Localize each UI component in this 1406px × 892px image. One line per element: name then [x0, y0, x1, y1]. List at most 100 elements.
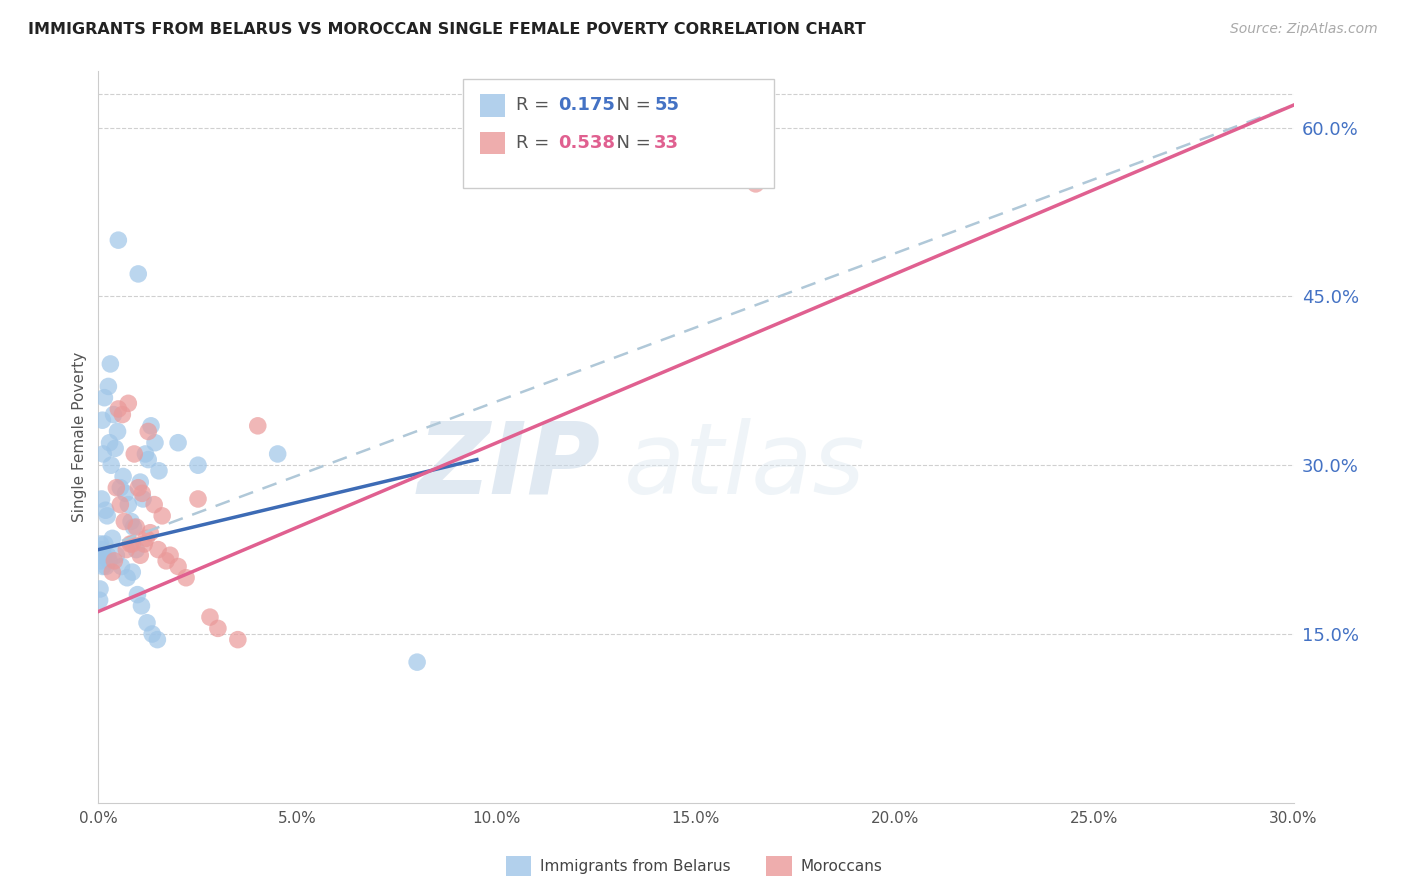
Point [198, 610, 221, 624]
Point [120, 515, 142, 529]
Point [114, 486, 136, 500]
Point [167, 559, 190, 574]
Point [105, 548, 128, 562]
Text: N =: N = [605, 134, 657, 152]
Point [112, 515, 135, 529]
Point [129, 548, 152, 562]
Point [91, 413, 114, 427]
Point [134, 537, 156, 551]
Point [96, 508, 118, 523]
Text: ZIP: ZIP [418, 417, 600, 515]
Point [115, 542, 138, 557]
Point [129, 475, 152, 489]
Text: 0.175: 0.175 [558, 96, 616, 114]
Point [267, 447, 290, 461]
Point [117, 498, 139, 512]
Point [155, 554, 177, 568]
Point [187, 458, 209, 473]
Point [139, 418, 162, 433]
Point [136, 615, 159, 630]
Point [131, 486, 153, 500]
Point [131, 599, 153, 613]
Point [135, 532, 157, 546]
Text: N =: N = [605, 96, 657, 114]
Point [111, 408, 134, 422]
Point [89, 537, 111, 551]
Point [107, 233, 129, 247]
Point [90, 491, 112, 506]
Text: 55: 55 [654, 96, 679, 114]
Point [246, 418, 269, 433]
Point [120, 537, 142, 551]
Point [94, 503, 117, 517]
Point [207, 621, 229, 635]
Point [121, 565, 143, 579]
Point [136, 452, 159, 467]
Text: Moroccans: Moroccans [800, 859, 882, 873]
Point [167, 435, 190, 450]
Point [91, 447, 114, 461]
Point [90, 548, 112, 562]
Point [226, 632, 249, 647]
Point [101, 532, 124, 546]
Y-axis label: Single Female Poverty: Single Female Poverty [72, 352, 87, 522]
Point [134, 447, 156, 461]
Point [150, 508, 173, 523]
Point [110, 498, 132, 512]
Point [104, 442, 127, 456]
Text: Immigrants from Belarus: Immigrants from Belarus [540, 859, 731, 873]
Point [89, 593, 111, 607]
Point [143, 498, 166, 512]
Point [110, 559, 132, 574]
Point [745, 177, 768, 191]
Text: IMMIGRANTS FROM BELARUS VS MOROCCAN SINGLE FEMALE POVERTY CORRELATION CHART: IMMIGRANTS FROM BELARUS VS MOROCCAN SING… [28, 22, 866, 37]
Point [107, 401, 129, 416]
Point [143, 435, 166, 450]
Point [139, 525, 162, 540]
Point [117, 396, 139, 410]
Text: R =: R = [516, 96, 555, 114]
Point [103, 554, 125, 568]
Point [93, 391, 115, 405]
Point [136, 425, 159, 439]
Point [146, 632, 169, 647]
Point [90, 554, 112, 568]
Point [107, 425, 129, 439]
Point [124, 447, 146, 461]
Point [100, 458, 122, 473]
Point [98, 357, 122, 371]
Text: Source: ZipAtlas.com: Source: ZipAtlas.com [1230, 22, 1378, 37]
Point [98, 435, 121, 450]
Point [187, 491, 209, 506]
Point [125, 542, 148, 557]
Point [103, 408, 125, 422]
Point [148, 464, 170, 478]
Text: atlas: atlas [624, 417, 866, 515]
Point [112, 469, 135, 483]
Point [105, 481, 128, 495]
Point [93, 548, 115, 562]
Point [94, 559, 117, 574]
Text: R =: R = [516, 134, 555, 152]
Point [132, 491, 155, 506]
Point [127, 481, 149, 495]
Point [97, 379, 120, 393]
Text: 33: 33 [654, 134, 679, 152]
Point [97, 548, 120, 562]
Point [174, 571, 197, 585]
Point [115, 571, 138, 585]
Point [91, 559, 114, 574]
Point [127, 267, 149, 281]
Point [110, 481, 132, 495]
Point [101, 565, 124, 579]
Text: 0.538: 0.538 [558, 134, 616, 152]
Point [94, 537, 117, 551]
Point [127, 588, 149, 602]
Point [91, 542, 114, 557]
Point [89, 582, 111, 596]
Point [125, 520, 148, 534]
Point [148, 542, 170, 557]
Point [159, 548, 181, 562]
Point [122, 520, 145, 534]
Point [98, 554, 121, 568]
